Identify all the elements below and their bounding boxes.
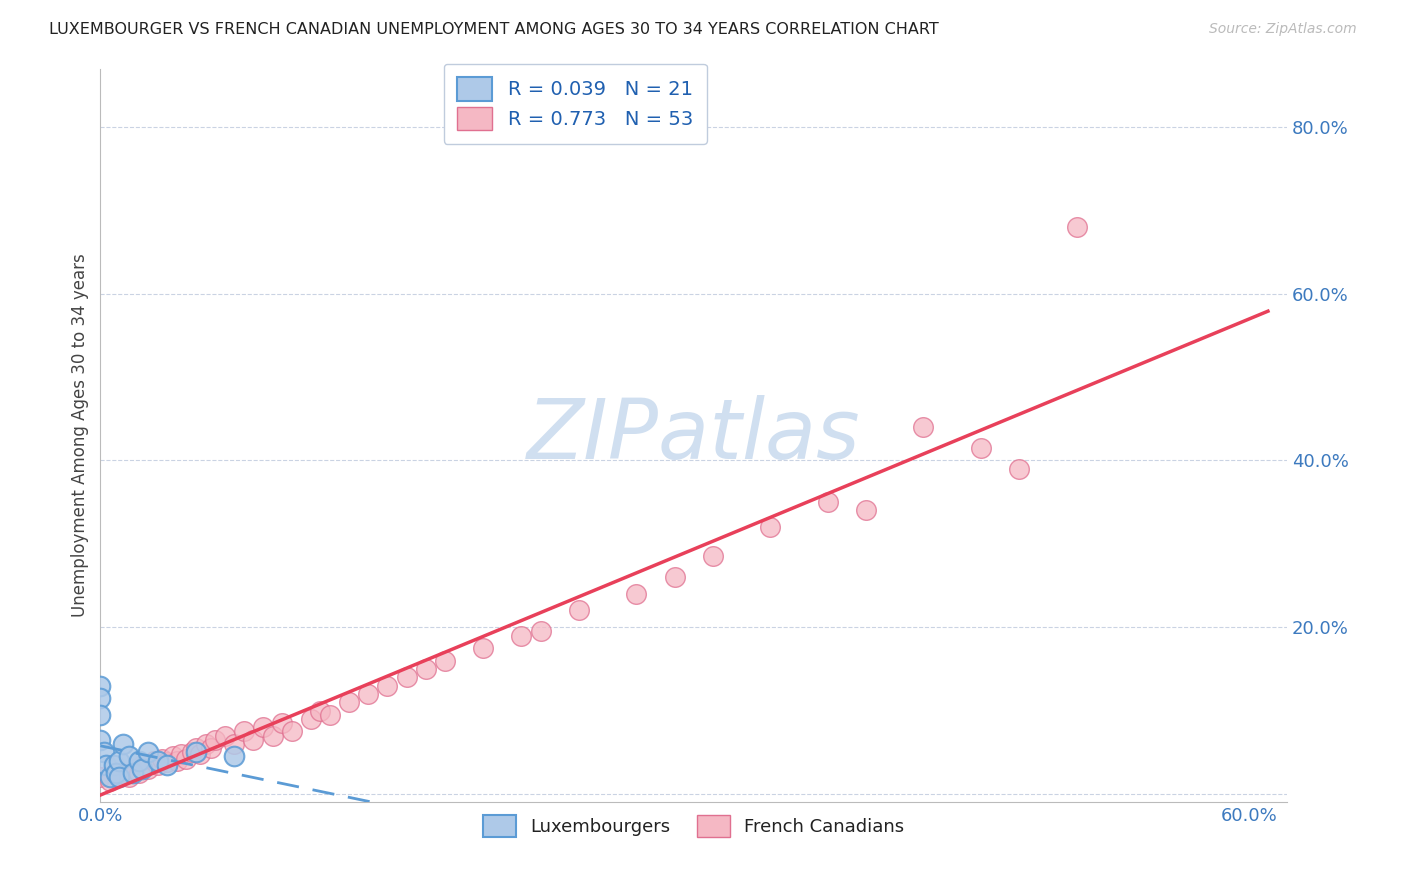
- Point: [89, 707, 111, 722]
- Point: [118, 749, 141, 764]
- Point: [1066, 219, 1088, 234]
- Point: [252, 720, 274, 734]
- Point: [377, 679, 399, 693]
- Point: [568, 603, 591, 617]
- Point: [104, 766, 127, 780]
- Point: [136, 745, 159, 759]
- Y-axis label: Unemployment Among Ages 30 to 34 years: Unemployment Among Ages 30 to 34 years: [72, 253, 89, 617]
- Point: [146, 754, 169, 768]
- Point: [156, 757, 179, 772]
- Point: [855, 503, 877, 517]
- Point: [194, 737, 217, 751]
- Point: [162, 749, 184, 764]
- Point: [299, 712, 322, 726]
- Point: [131, 762, 153, 776]
- Text: LUXEMBOURGER VS FRENCH CANADIAN UNEMPLOYMENT AMONG AGES 30 TO 34 YEARS CORRELATI: LUXEMBOURGER VS FRENCH CANADIAN UNEMPLOY…: [49, 22, 939, 37]
- Point: [357, 687, 380, 701]
- Point: [281, 724, 304, 739]
- Point: [271, 716, 294, 731]
- Point: [118, 770, 141, 784]
- Point: [128, 766, 150, 780]
- Point: [170, 747, 193, 761]
- Point: [337, 695, 360, 709]
- Point: [912, 420, 935, 434]
- Point: [146, 757, 169, 772]
- Point: [89, 679, 111, 693]
- Point: [184, 741, 207, 756]
- Point: [759, 520, 782, 534]
- Point: [112, 737, 135, 751]
- Point: [242, 732, 264, 747]
- Point: [150, 752, 173, 766]
- Point: [472, 640, 495, 655]
- Point: [181, 745, 204, 759]
- Point: [224, 737, 246, 751]
- Point: [262, 729, 284, 743]
- Point: [176, 752, 198, 766]
- Point: [89, 732, 111, 747]
- Text: ZIPatlas: ZIPatlas: [527, 395, 860, 476]
- Point: [124, 762, 146, 776]
- Point: [817, 495, 839, 509]
- Point: [98, 774, 121, 789]
- Point: [224, 749, 246, 764]
- Point: [94, 757, 117, 772]
- Point: [232, 724, 254, 739]
- Point: [664, 570, 686, 584]
- Point: [103, 757, 125, 772]
- Point: [204, 732, 226, 747]
- Point: [93, 745, 115, 759]
- Point: [200, 741, 222, 756]
- Legend: Luxembourgers, French Canadians: Luxembourgers, French Canadians: [475, 808, 911, 845]
- Point: [89, 691, 111, 706]
- Point: [626, 587, 648, 601]
- Point: [122, 766, 145, 780]
- Point: [415, 662, 437, 676]
- Point: [214, 729, 236, 743]
- Point: [108, 766, 131, 780]
- Point: [166, 754, 188, 768]
- Point: [156, 756, 179, 770]
- Point: [89, 770, 111, 784]
- Point: [108, 770, 131, 784]
- Text: Source: ZipAtlas.com: Source: ZipAtlas.com: [1209, 22, 1357, 37]
- Point: [433, 653, 456, 667]
- Point: [510, 628, 533, 642]
- Point: [131, 757, 153, 772]
- Point: [128, 754, 150, 768]
- Point: [309, 704, 332, 718]
- Point: [136, 762, 159, 776]
- Point: [319, 707, 342, 722]
- Point: [188, 747, 211, 761]
- Point: [98, 770, 121, 784]
- Point: [702, 549, 724, 564]
- Point: [184, 745, 207, 759]
- Point: [395, 670, 418, 684]
- Point: [108, 754, 131, 768]
- Point: [529, 624, 551, 639]
- Point: [1008, 462, 1031, 476]
- Point: [970, 441, 993, 455]
- Point: [142, 754, 165, 768]
